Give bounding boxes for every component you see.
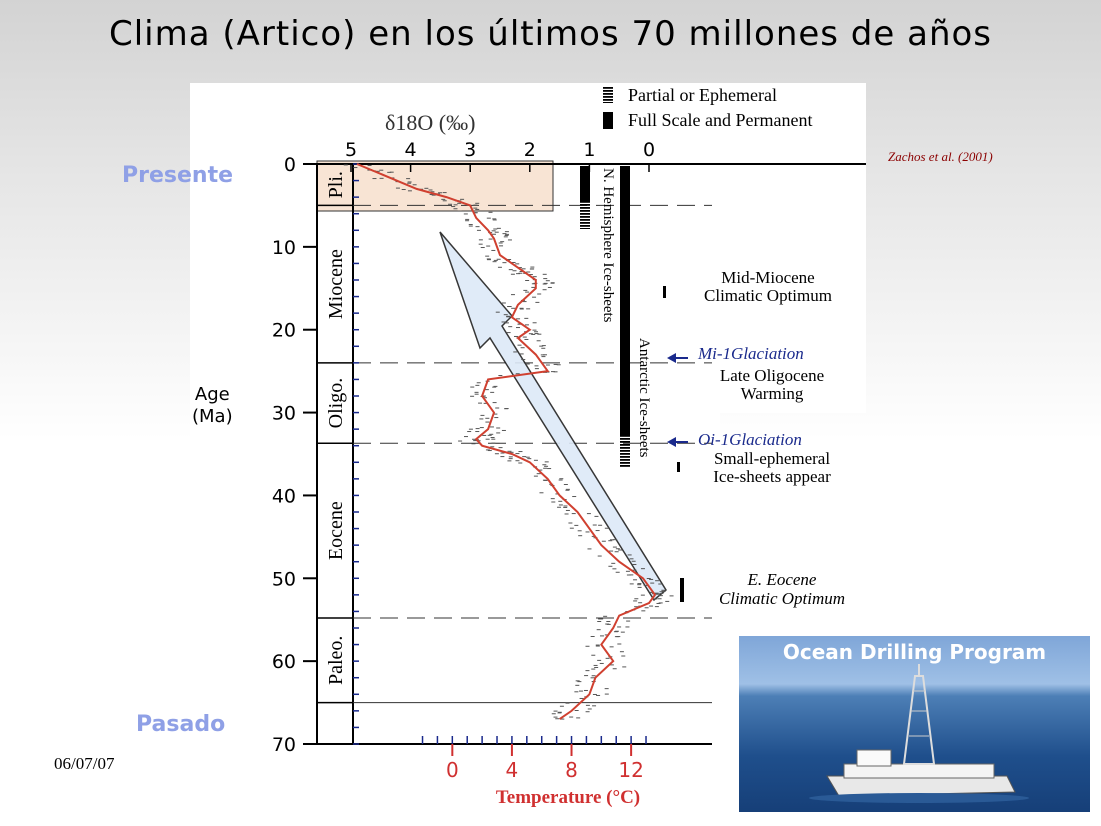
- age-tick-label: 20: [272, 320, 296, 342]
- ephemeral-marker: [677, 462, 680, 472]
- photo-caption: Ocean Drilling Program: [782, 640, 1047, 664]
- age-axis-ticks: 0 10 20 30 40 50 60 70: [272, 154, 317, 756]
- d18o-tick-label: 4: [405, 139, 417, 161]
- age-tick-label: 30: [272, 403, 296, 425]
- d18o-smoothed-curve: [356, 163, 657, 720]
- age-tick-label: 50: [272, 568, 296, 590]
- epoch-label: Eocene: [325, 501, 347, 560]
- epoch-column: [316, 164, 354, 744]
- ship-bridge: [856, 749, 892, 767]
- epoch-label: Paleo.: [325, 636, 347, 685]
- age-axis-label: Age (Ma): [192, 384, 233, 428]
- antarctic-ice-sheet-label: Antarctic Ice-sheets: [636, 338, 652, 458]
- slide-title: Clima (Artico) en los últimos 70 millone…: [108, 14, 993, 54]
- event-small-ephemeral-line2: Ice-sheets appear: [713, 467, 831, 486]
- ship-wake: [809, 793, 1029, 803]
- d18o-tick-label: 3: [464, 139, 476, 161]
- chart-panel: [190, 83, 866, 413]
- event-oi1: Oi-1Glaciation: [698, 430, 802, 449]
- temperature-tick-label: 12: [618, 758, 643, 782]
- temperature-tick-label: 0: [446, 758, 459, 782]
- present-label: Presente: [122, 163, 234, 188]
- nh-ice-sheet-bar-partial: [580, 201, 590, 229]
- epoch-labels: Pli. Miocene Oligo. Eocene Paleo.: [325, 171, 347, 685]
- legend-full-label: Full Scale and Permanent: [628, 110, 812, 130]
- past-label: Pasado: [136, 712, 226, 737]
- epoch-label: Pli.: [325, 171, 347, 198]
- warming-trend-arrow: [439, 231, 667, 602]
- event-mi1: Mi-1Glaciation: [697, 344, 804, 363]
- pliocene-highlight: [316, 160, 554, 212]
- epoch-boundaries: [317, 204, 712, 704]
- slide-date: 06/07/07: [54, 754, 115, 773]
- chart-panel-lower: [190, 413, 720, 813]
- age-tick-label: 70: [272, 734, 296, 756]
- ocean-drilling-photo: Ocean Drilling Program: [739, 636, 1090, 812]
- d18o-data-points: [343, 164, 674, 720]
- temperature-tick-label: 8: [565, 758, 578, 782]
- drill-derrick: [902, 675, 936, 765]
- d18o-tick-label: 2: [524, 139, 536, 161]
- citation: Zachos et al. (2001): [888, 149, 993, 164]
- d18o-tick-label: 1: [583, 139, 595, 161]
- event-eeco-line1: E. Eocene: [747, 570, 817, 589]
- event-mmco-line2: Climatic Optimum: [704, 286, 832, 305]
- age-tick-label: 60: [272, 651, 296, 673]
- eeco-marker: [680, 578, 684, 602]
- event-late-oligocene-line1: Late Oligocene: [720, 366, 824, 385]
- age-tick-label: 0: [284, 154, 296, 176]
- nh-ice-sheet-label: N. Hemisphere Ice-sheets: [600, 168, 616, 323]
- event-mmco-line1: Mid-Miocene: [721, 268, 814, 287]
- event-labels: Mid-Miocene Climatic Optimum Mi-1Glaciat…: [667, 268, 845, 608]
- d18o-tick-label: 0: [643, 139, 655, 161]
- legend-partial-label: Partial or Ephemeral: [628, 85, 777, 105]
- d18o-axis-title: δ18O (‰): [385, 110, 475, 135]
- legend: Partial or Ephemeral Full Scale and Perm…: [603, 85, 812, 130]
- antarctic-ice-sheet-bar-partial: [620, 436, 630, 468]
- mi1-arrow-head: [667, 353, 676, 363]
- age-tick-label: 40: [272, 485, 296, 507]
- temperature-axis-ticks: 0 4 8 12: [421, 736, 647, 782]
- epoch-label: Miocene: [325, 249, 347, 319]
- ship-hull: [826, 775, 1016, 797]
- event-small-ephemeral-line1: Small-ephemeral: [714, 449, 830, 468]
- legend-full-swatch: [603, 112, 613, 129]
- age-tick-label: 10: [272, 237, 296, 259]
- event-late-oligocene-line2: Warming: [741, 384, 804, 403]
- oi1-arrow-head: [667, 437, 676, 447]
- epoch-label: Oligo.: [325, 378, 347, 429]
- nh-ice-sheet-bar: [580, 166, 590, 201]
- antarctic-ice-sheet-bar: [620, 166, 630, 436]
- legend-partial-swatch: [603, 86, 613, 103]
- d18o-axis-ticks: 5 4 3 2 1 0: [345, 139, 655, 172]
- d18o-tick-label: 5: [345, 139, 357, 161]
- drilling-ship-illustration: [809, 664, 1029, 803]
- event-eeco-line2: Climatic Optimum: [719, 589, 845, 608]
- age-axis-label-line2: (Ma): [192, 406, 233, 427]
- temperature-tick-label: 4: [506, 758, 519, 782]
- mmco-marker: [663, 286, 666, 298]
- temperature-axis-title: Temperature (°C): [496, 787, 640, 808]
- age-axis-label-line1: Age: [194, 384, 230, 405]
- age-axis-minor-ticks: [353, 163, 359, 745]
